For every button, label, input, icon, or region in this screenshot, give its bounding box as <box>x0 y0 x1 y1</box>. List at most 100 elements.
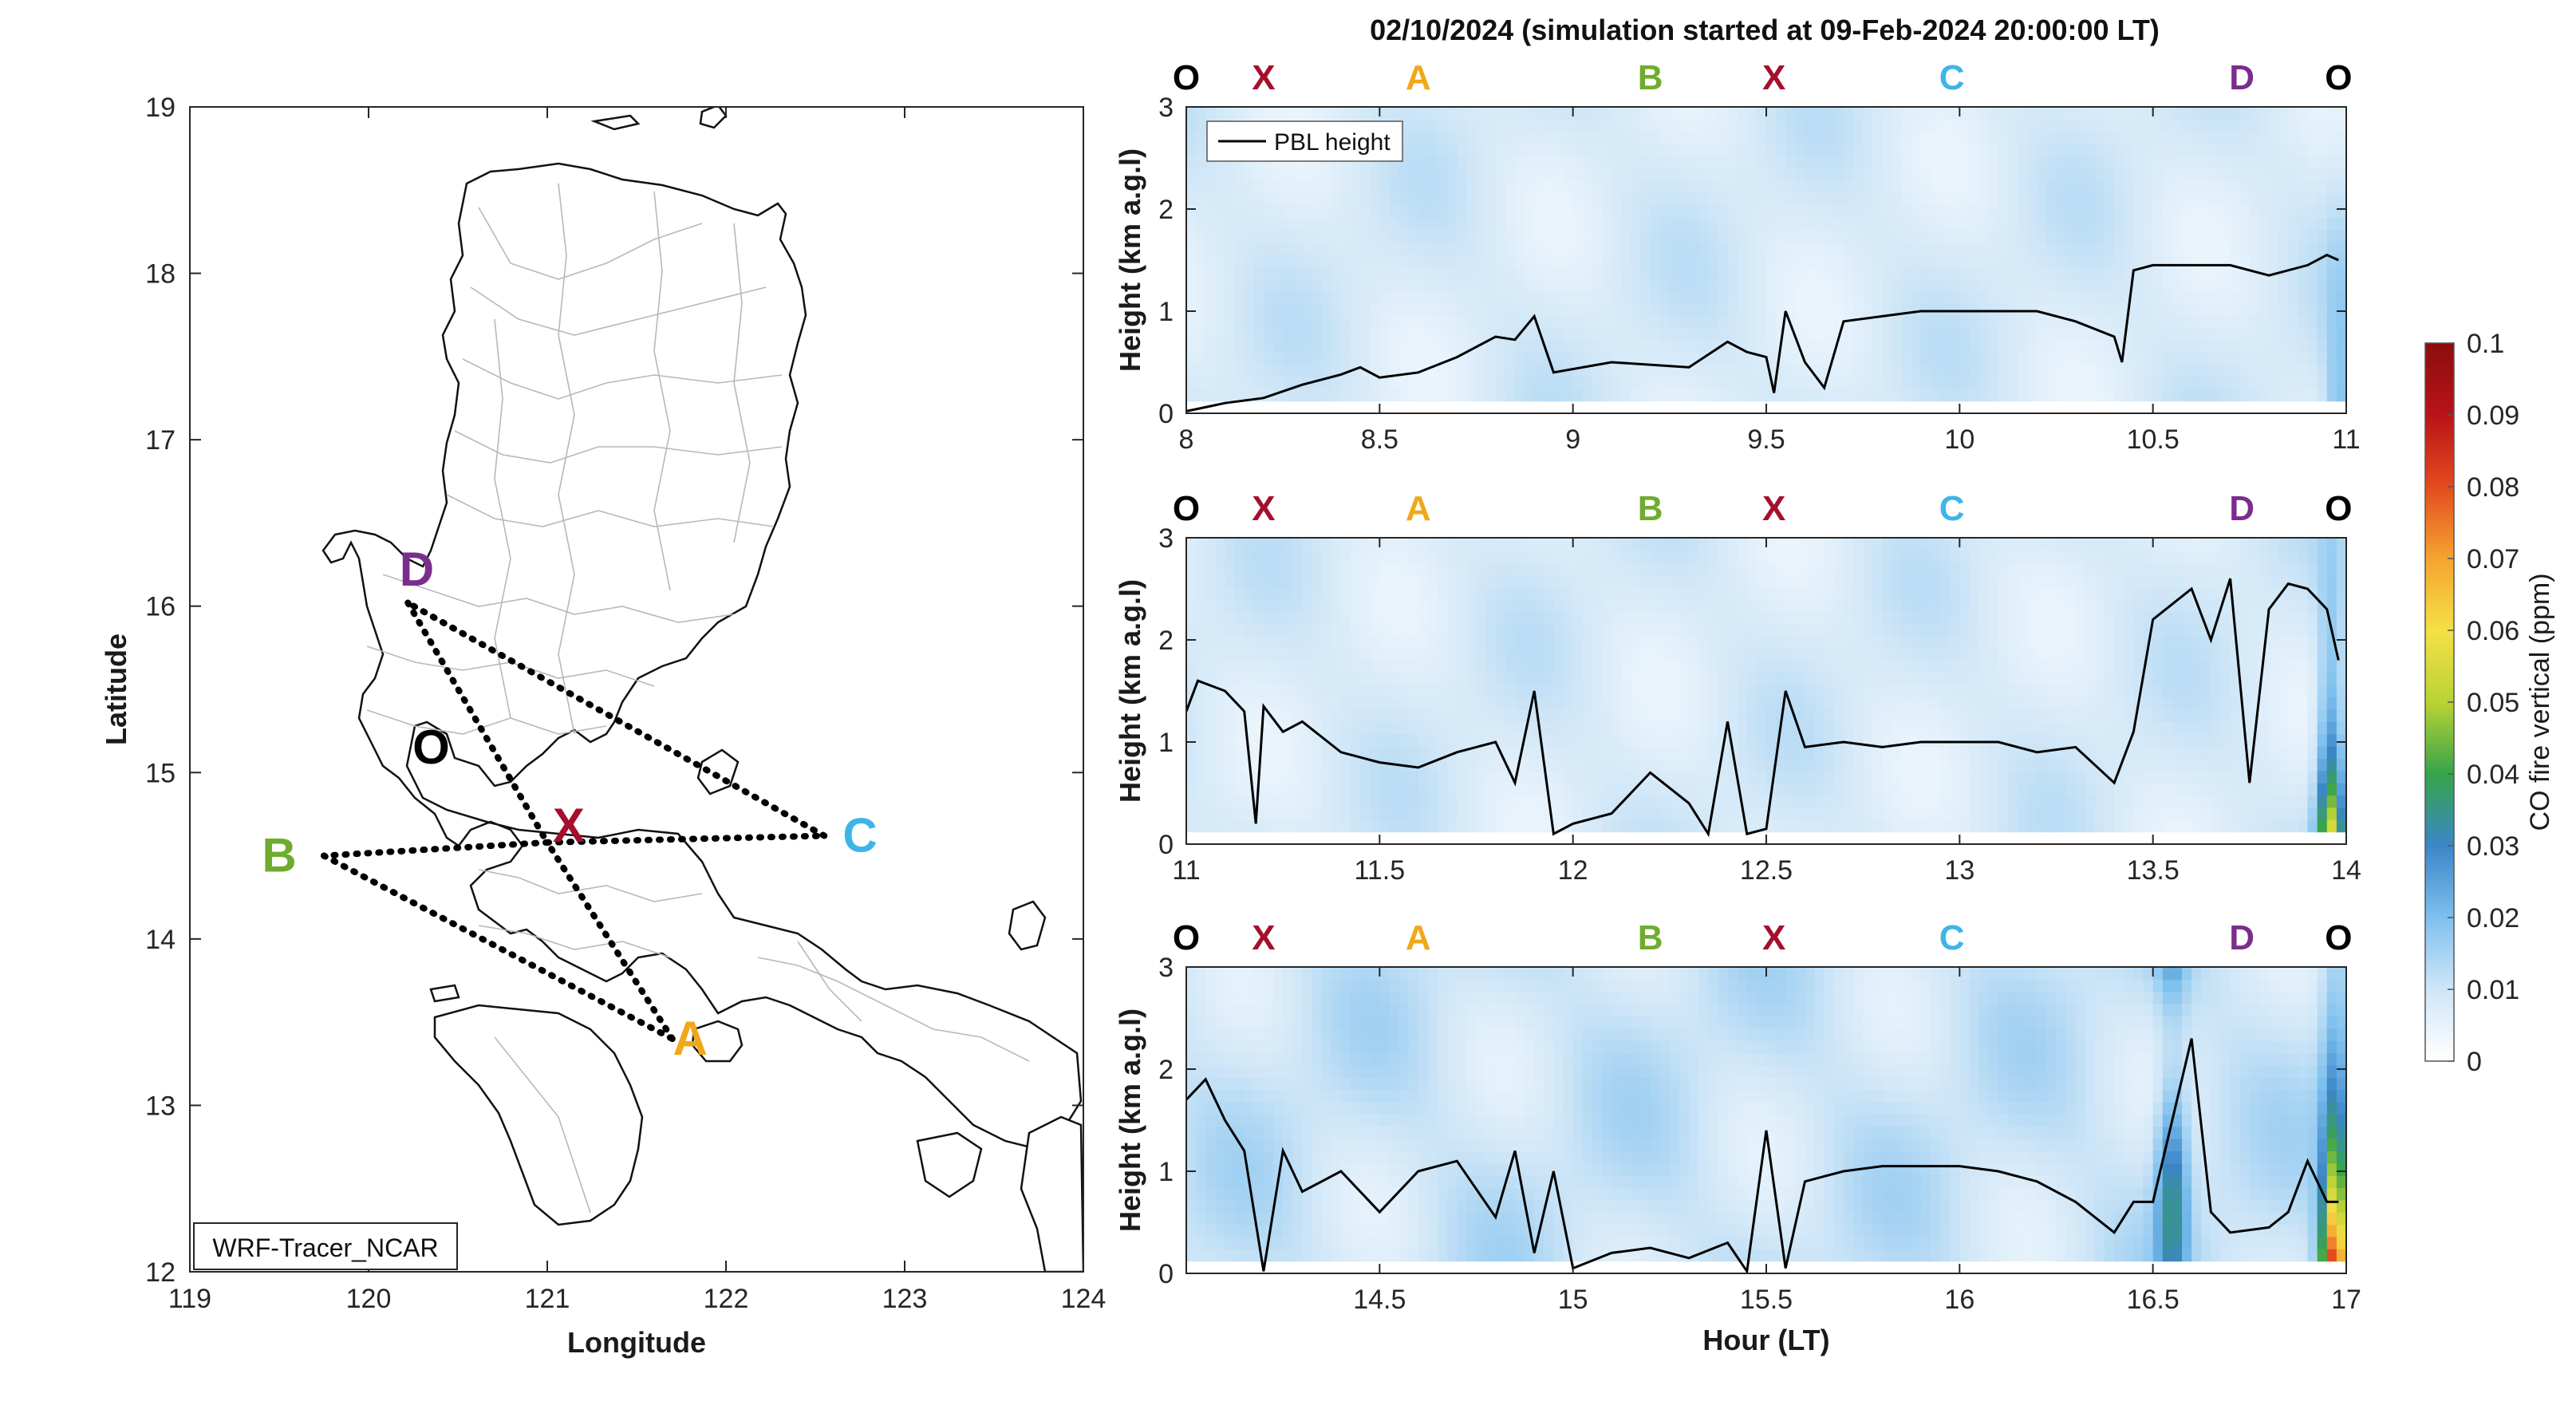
co-cell <box>1544 241 1555 255</box>
co-cell <box>1370 352 1380 365</box>
co-cell <box>1505 278 1516 291</box>
co-cell <box>1370 389 1380 402</box>
co-cell <box>2172 192 2183 206</box>
co-cell <box>2172 217 2183 231</box>
co-cell <box>1389 611 1400 625</box>
co-cell <box>1457 574 1467 588</box>
co-cell <box>1679 623 1690 637</box>
co-cell <box>1360 611 1371 625</box>
co-cell <box>1843 204 1854 218</box>
co-cell <box>2211 156 2222 169</box>
co-cell <box>1795 364 1806 377</box>
co-cell <box>2162 217 2173 231</box>
co-cell <box>1631 229 1642 243</box>
co-cell <box>1805 709 1816 722</box>
co-cell <box>1514 229 1525 243</box>
co-cell <box>1650 611 1661 625</box>
co-cell <box>1969 364 1980 377</box>
co-cell <box>1514 278 1525 291</box>
co-cell <box>1234 168 1245 181</box>
co-cell <box>1476 107 1487 120</box>
co-cell <box>1495 315 1506 329</box>
co-cell <box>2105 315 2115 329</box>
co-cell <box>1631 144 1642 157</box>
co-cell <box>1978 278 1990 291</box>
co-cell <box>1234 229 1245 243</box>
co-cell <box>1698 290 1709 304</box>
co-cell <box>1698 586 1709 600</box>
co-cell <box>1766 598 1777 612</box>
co-cell <box>1978 819 1990 833</box>
co-cell <box>1882 290 1893 304</box>
co-cell <box>1969 538 1980 551</box>
co-cell <box>1882 807 1893 820</box>
co-cell <box>1534 550 1544 563</box>
co-cell <box>1669 156 1680 169</box>
co-cell <box>1225 364 1236 377</box>
co-cell <box>1930 783 1941 796</box>
co-cell <box>1244 192 1255 206</box>
co-cell <box>1988 339 1999 353</box>
co-cell <box>2278 156 2289 169</box>
co-cell <box>1312 327 1323 341</box>
co-cell <box>1196 119 1206 132</box>
co-cell <box>2075 119 2086 132</box>
co-cell <box>2065 131 2077 144</box>
co-cell <box>1534 339 1544 353</box>
co-cell <box>1438 241 1448 255</box>
co-cell <box>1340 770 1351 783</box>
co-cell <box>1863 376 1873 389</box>
co-cell <box>1882 672 1893 685</box>
co-cell <box>1814 562 1825 575</box>
co-cell <box>1379 598 1391 612</box>
co-cell <box>1340 229 1351 243</box>
co-cell <box>1669 119 1680 132</box>
co-cell <box>1534 144 1544 157</box>
co-cell <box>1901 290 1912 304</box>
co-cell <box>1689 168 1699 181</box>
co-cell <box>1679 315 1690 329</box>
co-cell <box>1350 192 1361 206</box>
co-cell <box>1340 217 1351 231</box>
co-cell <box>1824 339 1835 353</box>
co-cell <box>2027 229 2038 243</box>
co-cell <box>2278 229 2289 243</box>
co-cell <box>2162 290 2173 304</box>
co-cell <box>2326 364 2337 377</box>
co-cell <box>1872 685 1883 698</box>
co-cell <box>1408 254 1419 267</box>
co-cell <box>1785 538 1796 551</box>
co-cell <box>1689 204 1699 218</box>
co-cell <box>1234 192 1245 206</box>
co-cell <box>1331 635 1342 649</box>
co-cell <box>2007 192 2018 206</box>
co-cell <box>1882 586 1893 600</box>
co-cell <box>1766 648 1777 661</box>
co-cell <box>1553 180 1564 194</box>
co-cell <box>1882 229 1893 243</box>
co-cell <box>1273 339 1284 353</box>
co-cell <box>1650 364 1661 377</box>
co-cell <box>1892 290 1903 304</box>
co-cell <box>1708 144 1719 157</box>
co-cell <box>1824 709 1835 722</box>
co-cell <box>2018 339 2028 353</box>
co-cell <box>2018 180 2028 194</box>
co-cell <box>2211 278 2222 291</box>
co-cell <box>1186 327 1197 341</box>
co-cell <box>2326 217 2337 231</box>
co-cell <box>1360 315 1371 329</box>
co-cell <box>1572 672 1584 685</box>
co-cell <box>1457 538 1467 551</box>
co-cell <box>1476 352 1487 365</box>
co-cell <box>1553 168 1564 181</box>
co-cell <box>1824 315 1835 329</box>
co-cell <box>2326 204 2337 218</box>
co-cell <box>2239 204 2251 218</box>
co-cell <box>1843 733 1854 747</box>
co-cell <box>1718 611 1729 625</box>
co-cell <box>2278 168 2289 181</box>
co-cell <box>1253 611 1264 625</box>
co-cell <box>1525 376 1535 389</box>
co-cell <box>1679 302 1690 316</box>
